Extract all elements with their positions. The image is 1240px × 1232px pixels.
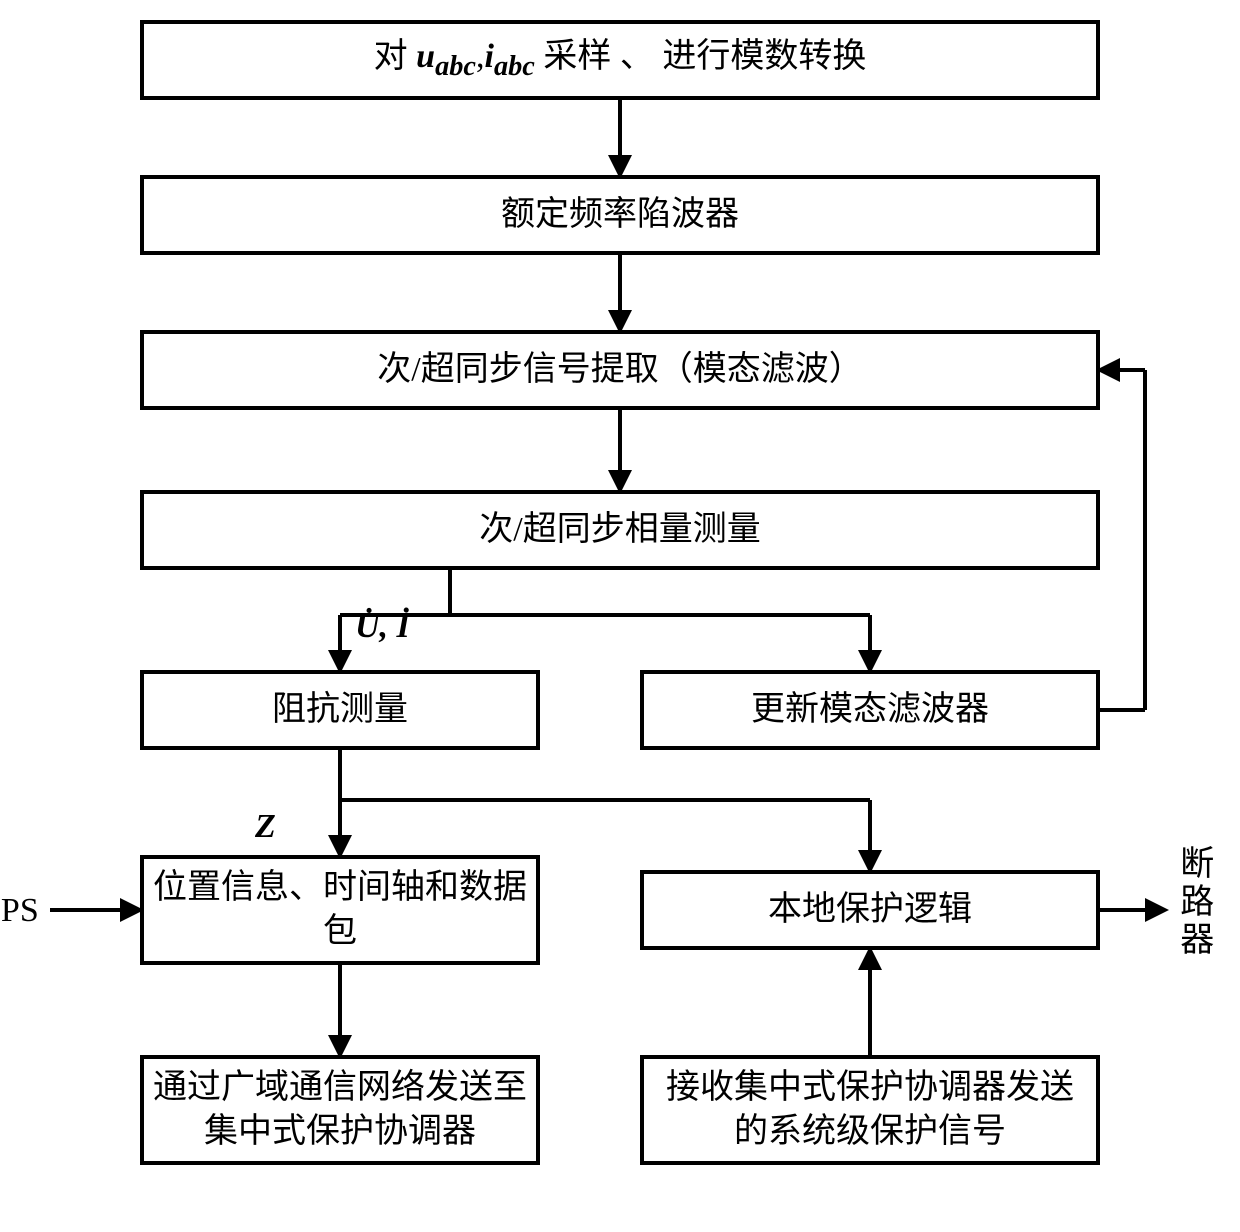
box-local-protect: 本地保护逻辑 xyxy=(640,870,1100,950)
box-update-filter: 更新模态滤波器 xyxy=(640,670,1100,750)
box-phasor-measure: 次/超同步相量测量 xyxy=(140,490,1100,570)
box-send-wan: 通过广域通信网络发送至集中式保护协调器 xyxy=(140,1055,540,1165)
label-ui: U̇, İ xyxy=(355,608,410,646)
label-z: Z xyxy=(255,808,276,846)
box-signal-extract: 次/超同步信号提取（模态滤波） xyxy=(140,330,1100,410)
box-notch-filter: 额定频率陷波器 xyxy=(140,175,1100,255)
box-impedance: 阻抗测量 xyxy=(140,670,540,750)
label-breaker: 断路器 xyxy=(1172,845,1213,959)
label-pps: PPS xyxy=(0,892,39,930)
box-sampling: 对 uabc,iabc 采样 、 进行模数转换 xyxy=(140,20,1100,100)
b1-text: 对 uabc,iabc 采样 、 进行模数转换 xyxy=(374,35,867,86)
box-packet: 位置信息、时间轴和数据包 xyxy=(140,855,540,965)
box-receive-signal: 接收集中式保护协调器发送的系统级保护信号 xyxy=(640,1055,1100,1165)
